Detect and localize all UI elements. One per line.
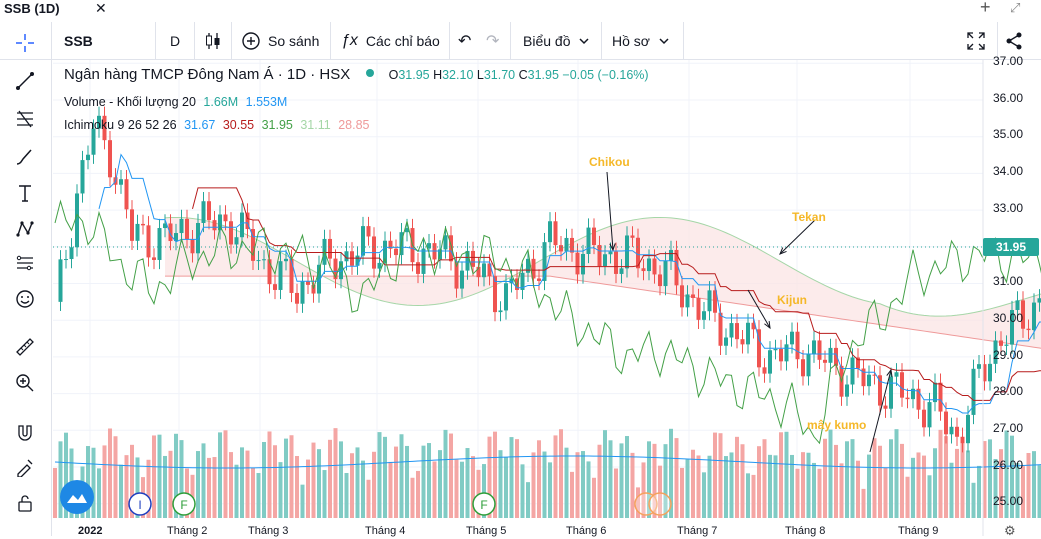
event-marker[interactable]: F	[473, 493, 495, 515]
volume-legend[interactable]: Volume - Khối lượng 20 1.66M 1.553M	[64, 95, 287, 109]
annotation-kijun: Kijun	[777, 293, 807, 307]
price-axis-label: 35.00	[993, 127, 1023, 141]
ichimoku-legend[interactable]: Ichimoku 9 26 52 26 31.67 30.55 31.95 31…	[64, 118, 369, 132]
toolbar-divider	[330, 22, 331, 60]
time-axis-label: Tháng 2	[167, 525, 207, 537]
candles-icon[interactable]	[204, 22, 222, 60]
window-titlebar: SSB (1D) ✕ + ⤢	[0, 0, 1041, 18]
text-icon[interactable]	[12, 180, 38, 206]
svg-text:F: F	[180, 498, 187, 512]
expand-icon[interactable]: ⤢	[1010, 0, 1020, 16]
price-axis-label: 28.00	[993, 384, 1023, 398]
toolbar-divider	[683, 22, 684, 60]
trendline-icon[interactable]	[12, 68, 38, 94]
window-title: SSB (1D)	[4, 1, 60, 16]
ohlc-values: O31.95 H32.10 L31.70 C31.95 −0.05 (−0.16…	[389, 68, 649, 82]
price-axis-label: 29.00	[993, 348, 1023, 362]
profile-label: Hồ sơ	[612, 33, 650, 49]
forecast-icon[interactable]	[12, 250, 38, 276]
svg-text:F: F	[480, 498, 487, 512]
price-axis-label: 36.00	[993, 91, 1023, 105]
add-tab-icon[interactable]: +	[980, 0, 991, 18]
compare-label: So sánh	[268, 33, 319, 49]
event-marker[interactable]: F	[173, 493, 195, 515]
zoom-icon[interactable]	[12, 370, 38, 396]
chevron-down-icon	[578, 35, 590, 47]
event-marker[interactable]: I	[129, 493, 151, 515]
price-axis-label: 34.00	[993, 164, 1023, 178]
time-axis-label: Tháng 3	[248, 525, 288, 537]
chevron-down-icon	[658, 35, 670, 47]
fib-icon[interactable]	[12, 106, 38, 132]
pattern-icon[interactable]	[12, 216, 38, 242]
price-axis-label: 30.00	[993, 311, 1023, 325]
time-axis-label: Tháng 5	[466, 525, 506, 537]
symbol-search-button[interactable]: SSB	[64, 22, 93, 60]
annotation-tekan: Tekan	[792, 210, 826, 224]
price-axis-label: 37.00	[993, 54, 1023, 68]
settings-icon[interactable]: ⚙	[1004, 523, 1016, 539]
ruler-icon[interactable]	[12, 334, 38, 360]
chart-type-dropdown[interactable]: Biểu đồ	[523, 22, 590, 60]
price-axis-label: 33.00	[993, 201, 1023, 215]
interval-button[interactable]: D	[170, 22, 180, 60]
time-axis-label: Tháng 4	[365, 525, 405, 537]
plus-circle-icon	[241, 31, 261, 51]
symbol-description: Ngân hàng TMCP Đông Nam Á · 1D · HSX	[64, 66, 350, 83]
emoji-icon[interactable]	[12, 286, 38, 312]
toolbar-divider	[194, 22, 195, 60]
time-axis-label: Tháng 9	[898, 525, 938, 537]
close-icon[interactable]: ✕	[95, 0, 107, 17]
price-axis-label: 27.00	[993, 421, 1023, 435]
annotation-chikou: Chikou	[589, 155, 630, 169]
toolbar-divider	[601, 22, 602, 60]
lock-icon[interactable]	[12, 490, 38, 516]
logo-icon[interactable]	[60, 480, 94, 514]
chart-toolbar: SSB D So sánh ƒx Các chỉ báo ↶ ↷ Biểu đồ…	[0, 22, 1041, 60]
brush-icon[interactable]	[12, 144, 38, 170]
price-axis-label: 31.00	[993, 274, 1023, 288]
function-icon: ƒx	[341, 32, 358, 50]
legend-title: Ngân hàng TMCP Đông Nam Á · 1D · HSX O31…	[64, 66, 649, 83]
market-status-icon	[366, 69, 374, 77]
indicators-label: Các chỉ báo	[366, 33, 440, 49]
magnet-icon[interactable]	[12, 420, 38, 446]
chart-type-label: Biểu đồ	[523, 33, 570, 49]
toolbar-divider	[449, 22, 450, 60]
time-axis-label: Tháng 7	[677, 525, 717, 537]
undo-icon[interactable]: ↶	[458, 22, 471, 60]
drawing-toolbar	[0, 22, 52, 536]
dividend-markers[interactable]	[635, 493, 671, 515]
price-axis-label: 25.00	[993, 494, 1023, 508]
price-axis-label: 26.00	[993, 458, 1023, 472]
profile-dropdown[interactable]: Hồ sơ	[612, 22, 670, 60]
fullscreen-icon[interactable]	[966, 22, 986, 60]
time-axis-label: 2022	[78, 525, 102, 537]
toolbar-divider	[155, 22, 156, 60]
time-axis-label: Tháng 8	[785, 525, 825, 537]
toolbar-divider	[231, 22, 232, 60]
indicators-button[interactable]: ƒx Các chỉ báo	[341, 22, 440, 60]
lock-drawing-icon[interactable]	[12, 454, 38, 480]
annotation-kumo: mây kumo	[807, 418, 866, 432]
compare-button[interactable]: So sánh	[241, 22, 319, 60]
redo-icon[interactable]: ↷	[486, 22, 499, 60]
current-price-tag: 31.95	[983, 238, 1039, 256]
time-axis-label: Tháng 6	[566, 525, 606, 537]
svg-text:I: I	[138, 498, 141, 512]
toolbar-divider	[510, 22, 511, 60]
